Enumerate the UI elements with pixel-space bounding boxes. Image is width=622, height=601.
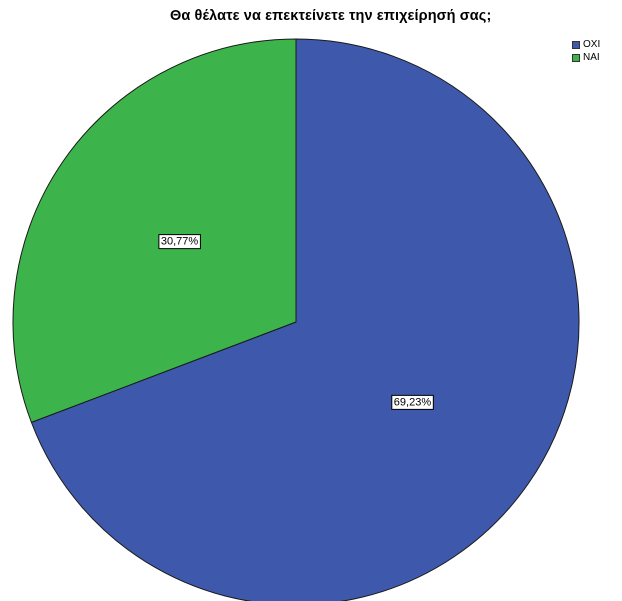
pie-slice-1 bbox=[12, 38, 297, 424]
chart-title: Θα θέλατε να επεκτείνετε την επιχείρησή … bbox=[170, 8, 492, 24]
data-label-0: 69,23% bbox=[391, 394, 434, 410]
legend-label-nai: ΝΑΙ bbox=[583, 52, 600, 63]
legend-swatch-nai bbox=[572, 53, 580, 62]
legend: ΟΧΙ ΝΑΙ bbox=[572, 38, 600, 64]
pie-slices bbox=[12, 38, 580, 601]
legend-swatch-oxi bbox=[572, 40, 580, 49]
legend-label-oxi: ΟΧΙ bbox=[583, 39, 601, 50]
data-label-box-1 bbox=[158, 234, 201, 250]
data-label-text-0: 69,23% bbox=[394, 396, 432, 408]
data-label-1: 30,77% bbox=[158, 234, 201, 250]
legend-item-oxi: ΟΧΙ bbox=[572, 38, 600, 51]
data-label-box-0 bbox=[391, 394, 434, 410]
pie-slice-0 bbox=[30, 38, 580, 601]
legend-item-nai: ΝΑΙ bbox=[572, 51, 600, 64]
pie-data-labels: 69,23% 30,77% bbox=[158, 234, 434, 410]
data-label-text-1: 30,77% bbox=[161, 236, 199, 248]
